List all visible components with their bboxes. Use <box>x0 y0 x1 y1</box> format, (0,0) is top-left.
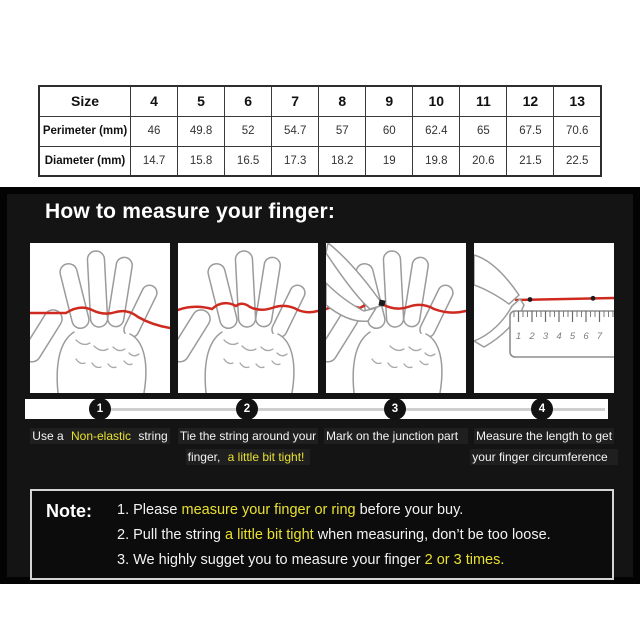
ruler-number: 1 <box>516 331 521 342</box>
step2-illustration <box>178 243 318 393</box>
ruler-number: 7 <box>597 331 603 342</box>
measuring-string <box>30 306 170 330</box>
step3-caption: Mark on the junction part <box>322 426 470 447</box>
perimeter-value: 60 <box>365 115 414 147</box>
size-value-header: 7 <box>271 85 320 117</box>
caption-text: Use a <box>30 428 69 444</box>
note-text: when measuring, don’t be too loose. <box>313 527 551 543</box>
step1-illustration <box>30 243 170 393</box>
measure-section: How to measure your finger: <box>0 187 640 584</box>
caption-text: Measure the length to get your finger ci… <box>470 428 615 465</box>
perimeter-value: 65 <box>459 115 508 147</box>
caption-highlight <box>609 449 614 465</box>
size-value-header: 13 <box>553 85 602 117</box>
ruler-number: 6 <box>583 331 589 342</box>
caption-text <box>306 449 311 465</box>
step-number-badge-1: 1 <box>89 398 111 420</box>
diameter-value: 22.5 <box>553 145 602 177</box>
step-number-badge-2: 2 <box>236 398 258 420</box>
note-text: 2. Pull the string <box>117 527 225 543</box>
ruler-number: 3 <box>543 331 549 342</box>
ruler-number: 4 <box>556 331 561 342</box>
table-header-row: Size 4 5 6 7 8 9 10 11 12 13 <box>38 85 602 117</box>
note-box: Note: 1. Please measure your finger or r… <box>30 489 614 580</box>
perimeter-value: 46 <box>129 115 179 147</box>
note-item-1: 1. Please measure your finger or ring be… <box>117 498 604 523</box>
diameter-value: 19 <box>365 145 414 177</box>
size-value-header: 10 <box>412 85 461 117</box>
perimeter-value: 67.5 <box>506 115 555 147</box>
note-highlight: measure your finger or ring <box>181 502 356 518</box>
size-value-header: 12 <box>506 85 555 117</box>
diameter-value: 19.8 <box>412 145 461 177</box>
diameter-value: 15.8 <box>177 145 226 177</box>
perimeter-value: 52 <box>224 115 273 147</box>
hand-string-tied-icon <box>178 250 318 393</box>
size-value-header: 6 <box>224 85 273 117</box>
step-progress-bar: 1 2 3 4 <box>25 398 608 420</box>
perimeter-value: 70.6 <box>553 115 602 147</box>
hand-marking-junction-icon <box>326 243 466 393</box>
step3-illustration <box>326 243 466 393</box>
ruler <box>509 310 614 358</box>
string-mark-dot <box>590 295 596 301</box>
step4-illustration: 1 2 3 4 5 6 7 <box>474 243 614 393</box>
caption-highlight <box>460 428 465 444</box>
note-highlight: 2 or 3 times. <box>424 552 505 568</box>
note-text: 3. We highly sugget you to measure your … <box>117 552 425 568</box>
caption-text: Mark on the junction part <box>323 428 461 444</box>
perimeter-row: Perimeter (mm) 46 49.8 52 54.7 57 60 62.… <box>38 115 602 147</box>
caption-text: string <box>133 428 170 444</box>
step4-caption: Measure the length to get your finger ci… <box>470 426 618 468</box>
caption-text <box>613 449 618 465</box>
section-title: How to measure your finger: <box>45 200 336 223</box>
size-value-header: 11 <box>459 85 508 117</box>
size-value-header: 8 <box>318 85 367 117</box>
ruler-number: 2 <box>528 331 535 342</box>
size-value-header: 5 <box>177 85 226 117</box>
diameter-value: 17.3 <box>271 145 320 177</box>
perimeter-value: 62.4 <box>412 115 461 147</box>
string-mark-dot <box>527 297 533 302</box>
ruler-number: 5 <box>570 331 576 342</box>
step-connector-line <box>100 407 605 411</box>
note-item-3: 3. We highly sugget you to measure your … <box>117 548 604 573</box>
diameter-value: 21.5 <box>506 145 555 177</box>
step-number-badge-4: 4 <box>531 398 553 420</box>
diameter-value: 18.2 <box>318 145 367 177</box>
size-conversion-table: Size 4 5 6 7 8 9 10 11 12 13 Perimeter (… <box>38 85 602 177</box>
size-value-header: 4 <box>129 85 179 117</box>
junction-mark <box>378 299 386 307</box>
step-number-badge-3: 3 <box>384 398 406 420</box>
diameter-value: 16.5 <box>224 145 273 177</box>
measuring-string <box>178 301 318 314</box>
perimeter-value: 54.7 <box>271 115 320 147</box>
note-items: 1. Please measure your finger or ring be… <box>117 498 604 573</box>
diameter-row: Diameter (mm) 14.7 15.8 16.5 17.3 18.2 1… <box>38 145 602 177</box>
diameter-value: 14.7 <box>129 145 179 177</box>
perimeter-value: 57 <box>318 115 367 147</box>
perimeter-label: Perimeter (mm) <box>38 115 131 147</box>
size-header-cell: Size <box>38 85 131 117</box>
caption-text <box>464 428 469 444</box>
step1-caption: Use a Non-elastic string <box>26 426 174 447</box>
note-text: before your buy. <box>355 502 464 518</box>
perimeter-value: 49.8 <box>177 115 226 147</box>
diameter-label: Diameter (mm) <box>38 145 131 177</box>
note-item-2: 2. Pull the string a little bit tight wh… <box>117 523 604 548</box>
note-highlight: a little bit tight <box>225 527 314 543</box>
size-value-header: 9 <box>365 85 414 117</box>
caption-highlight: a little bit tight! <box>225 449 307 465</box>
note-text: 1. Please <box>117 502 182 518</box>
diameter-value: 20.6 <box>459 145 508 177</box>
caption-highlight: Non-elastic <box>68 428 134 444</box>
note-label: Note: <box>46 501 92 521</box>
ruler-measurement-icon: 1 2 3 4 5 6 7 <box>474 254 614 358</box>
hand-with-string-icon <box>30 250 170 393</box>
step2-caption: Tie the string around your finger, a lit… <box>174 426 322 468</box>
